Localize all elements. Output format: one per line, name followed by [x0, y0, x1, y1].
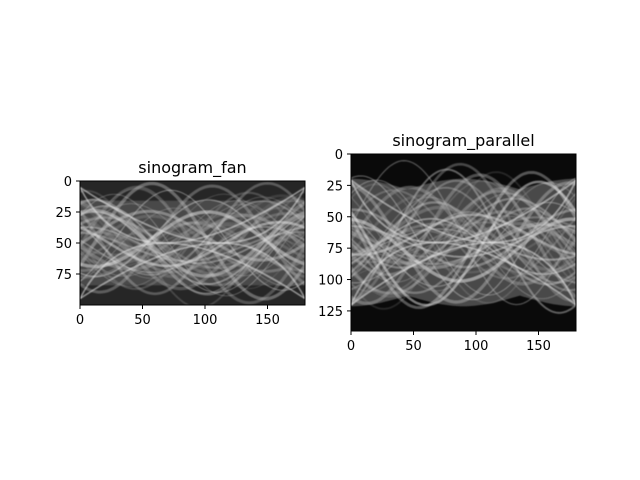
- x-tick-label: 50: [134, 313, 151, 328]
- x-tick-label: 50: [405, 339, 422, 354]
- sinogram-trace: [80, 196, 305, 279]
- y-tick-label: 0: [335, 148, 343, 163]
- sinogram-trace: [351, 183, 576, 304]
- sinogram-trace: [351, 208, 576, 269]
- x-tick-label: 150: [526, 339, 551, 354]
- sinogram-trace: [351, 171, 576, 310]
- sinogram-ridge: [351, 241, 576, 306]
- sinogram-trace: [351, 222, 576, 265]
- subplot-sinogram-fan: sinogram_fan 0 50 100 150 0 25 50 75: [55, 158, 306, 328]
- sinogram-trace: [80, 211, 305, 286]
- y-tick-label: 75: [326, 242, 343, 257]
- sinogram-trace: [351, 205, 576, 272]
- y-tick-label: 50: [55, 237, 72, 252]
- y-tick-label: 0: [64, 175, 72, 190]
- sinogram-trace: [351, 170, 576, 310]
- sinogram-trace: [351, 175, 576, 301]
- y-tick-label: 100: [318, 274, 343, 289]
- sinogram-ridge: [80, 242, 305, 300]
- sinogram-trace: [351, 179, 576, 296]
- sinogram-trace: [351, 173, 576, 305]
- y-tick-label: 25: [326, 179, 343, 194]
- sinogram-trace: [351, 196, 576, 300]
- x-tick-label: 0: [347, 339, 355, 354]
- y-tick-label: 50: [326, 211, 343, 226]
- chart-title: sinogram_fan: [138, 158, 246, 178]
- sinogram-trace: [351, 197, 576, 269]
- x-tick-label: 150: [255, 313, 280, 328]
- chart-title: sinogram_parallel: [392, 131, 534, 151]
- x-tick-label: 0: [76, 313, 84, 328]
- sinogram-trace: [351, 180, 576, 307]
- sinogram-trace: [80, 200, 305, 276]
- sinogram-trace: [80, 221, 305, 268]
- y-tick-label: 125: [318, 305, 343, 320]
- sinogram-trace: [80, 212, 305, 274]
- sinogram-trace: [80, 204, 305, 287]
- y-tick-label: 75: [55, 268, 72, 283]
- sinogram-trace: [351, 168, 576, 314]
- sinogram-trace: [80, 231, 305, 269]
- axes-frame: [350, 153, 577, 332]
- x-tick-label: 100: [193, 313, 218, 328]
- subplot-sinogram-parallel: sinogram_parallel 0 50 100 150 0 25 50 75 100 125: [318, 131, 577, 354]
- sinogram-trace: [80, 209, 305, 262]
- x-tick-label: 100: [464, 339, 489, 354]
- sinogram-trace: [351, 222, 576, 261]
- y-tick-label: 25: [55, 206, 72, 221]
- sinogram-ridge: [351, 241, 576, 306]
- sinogram-trace: [80, 212, 305, 260]
- sinogram-ridge: [80, 242, 305, 300]
